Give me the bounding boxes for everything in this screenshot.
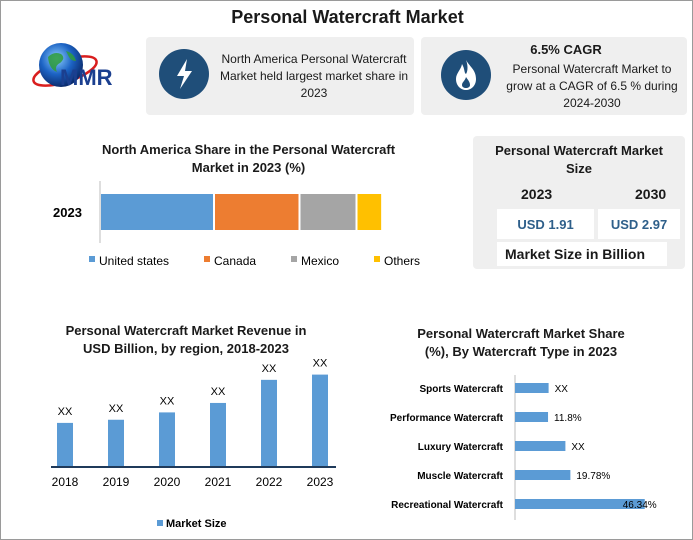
legend-swatch <box>157 520 163 526</box>
y-tick-label: Sports Watercraft <box>419 384 503 395</box>
bar-performance-watercraft <box>515 412 549 422</box>
y-tick-label: Muscle Watercraft <box>417 471 503 482</box>
bar-2023 <box>312 374 328 467</box>
bar-luxury-watercraft <box>515 441 566 451</box>
bar-muscle-watercraft <box>515 470 571 480</box>
y-tick-label: Luxury Watercraft <box>418 442 504 453</box>
bar-2020 <box>159 412 175 467</box>
legend-label: Others <box>384 254 420 268</box>
data-label: XX <box>109 403 124 415</box>
bar-2018 <box>57 422 73 467</box>
x-tick-label: 2022 <box>256 475 283 489</box>
legend-swatch <box>374 256 380 262</box>
y-tick-label: Performance Watercraft <box>390 413 504 424</box>
lightning-icon <box>159 49 209 99</box>
data-label: XX <box>211 386 226 398</box>
x-tick-label: 2018 <box>52 475 79 489</box>
market-size-title: Personal Watercraft Market Size <box>495 143 663 176</box>
bar-2019 <box>108 419 124 467</box>
na-share-chart: 2023 United states Canada Mexico Others <box>53 181 420 268</box>
revenue-title: Personal Watercraft Market Revenue in US… <box>65 323 307 356</box>
year-2023-label: 2023 <box>521 186 553 202</box>
legend-label: Canada <box>214 254 256 268</box>
mmr-logo: MMR <box>32 43 113 90</box>
data-label: 11.8% <box>554 413 582 424</box>
regional-highlight-card: North America Personal Watercraft Market… <box>146 37 414 115</box>
na-share-title: North America Share in the Personal Wate… <box>101 142 396 175</box>
data-label: XX <box>313 358 328 370</box>
bar-2021 <box>210 402 226 467</box>
data-label: 46.34% <box>623 500 657 511</box>
value-2023: USD 1.91 <box>497 209 594 239</box>
revenue-chart: XX 2018 XX 2019 XX 2020 XX 2021 XX 2022 XX 2023 Mark… <box>51 358 336 530</box>
legend-label: Mexico <box>301 254 339 268</box>
market-size-footer: Market Size in Billion <box>497 242 667 266</box>
market-size-panel: Personal Watercraft Market Size 2023 203… <box>473 136 685 269</box>
bar-segment-united-states <box>101 194 213 230</box>
y-tick-label: Recreational Watercraft <box>391 500 504 511</box>
data-label: XX <box>262 363 277 375</box>
type-share-title: Personal Watercraft Market Share (%), By… <box>417 326 625 359</box>
data-label: XX <box>571 442 585 453</box>
bar-segment-mexico <box>300 194 356 230</box>
bar-segment-canada <box>215 194 299 230</box>
cagr-heading: 6.5% CAGR <box>530 42 602 57</box>
cagr-card: 6.5% CAGR Personal Watercraft Market to … <box>421 37 687 115</box>
year-2030-label: 2030 <box>635 186 667 202</box>
logo-text: MMR <box>60 65 113 90</box>
flame-icon <box>441 50 491 100</box>
data-label: XX <box>555 384 569 395</box>
bar-segment-others <box>357 194 382 230</box>
x-tick-label: 2019 <box>103 475 130 489</box>
page-title: Personal Watercraft Market <box>231 7 464 27</box>
legend-swatch <box>291 256 297 262</box>
x-tick-label: 2020 <box>154 475 181 489</box>
value-2030: USD 2.97 <box>598 209 680 239</box>
data-label: 19.78% <box>576 471 610 482</box>
category-label: 2023 <box>53 205 82 220</box>
cagr-text: Personal Watercraft Market to grow at a … <box>506 62 678 110</box>
bar-recreational-watercraft <box>515 499 645 509</box>
x-tick-label: 2021 <box>205 475 232 489</box>
x-tick-label: 2023 <box>307 475 334 489</box>
legend-label: Market Size <box>166 518 227 530</box>
data-label: XX <box>58 406 73 418</box>
type-share-chart: Sports Watercraft XX Performance Watercraf… <box>390 375 657 520</box>
data-label: XX <box>160 395 175 407</box>
legend-label: United states <box>99 254 169 268</box>
regional-highlight-text: North America Personal Watercraft Market… <box>219 52 409 100</box>
bar-2022 <box>261 379 277 467</box>
legend-swatch <box>89 256 95 262</box>
legend-swatch <box>204 256 210 262</box>
bar-sports-watercraft <box>515 383 549 393</box>
